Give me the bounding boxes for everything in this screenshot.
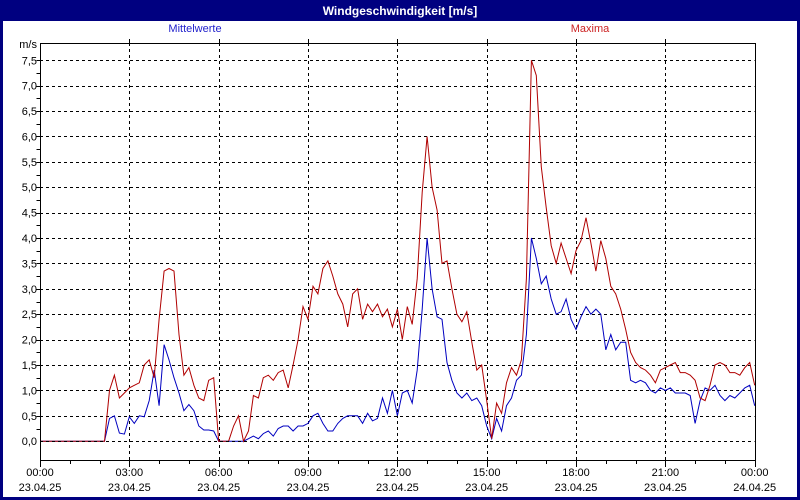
x-tick-time-label: 18:00 (562, 467, 590, 479)
x-tick-time-label: 00:00 (26, 467, 54, 479)
y-tick-label: 1,5 (22, 360, 37, 372)
series-line-mittelwerte (40, 237, 756, 442)
gridlines (40, 43, 755, 460)
x-tick-date-label: 23.04.25 (644, 482, 687, 494)
x-tick-date-label: 23.04.25 (287, 482, 330, 494)
x-tick-time-label: 21:00 (652, 467, 680, 479)
x-tick-time-label: 12:00 (384, 467, 412, 479)
y-tick-label: 0,5 (22, 411, 37, 423)
x-tick-time-label: 00:00 (741, 467, 769, 479)
x-tick-date-label: 23.04.25 (465, 482, 508, 494)
x-tick-date-label: 23.04.25 (376, 482, 419, 494)
x-tick-time-label: 15:00 (473, 467, 501, 479)
x-tick-date-label: 23.04.25 (19, 482, 62, 494)
y-tick-label: 1,0 (22, 385, 37, 397)
y-tick-label: 5,0 (22, 182, 37, 194)
axis-ticks (36, 39, 756, 467)
y-tick-label: 6,0 (22, 132, 37, 144)
x-tick-date-label: 23.04.25 (108, 482, 151, 494)
plot-border (40, 43, 756, 461)
legend-maxima-label: Maxima (570, 23, 610, 35)
y-tick-label: 7,0 (22, 81, 37, 93)
y-tick-label: 2,0 (22, 335, 37, 347)
x-tick-time-label: 03:00 (116, 467, 144, 479)
window-title: Windgeschwindigkeit [m/s] (322, 3, 478, 18)
x-tick-date-label: 23.04.25 (555, 482, 598, 494)
legend-mittelwerte-label: Mittelwerte (168, 23, 222, 35)
y-tick-label: 3,5 (22, 258, 37, 270)
y-axis-unit-label: m/s (19, 39, 37, 51)
y-tick-label: 3,0 (22, 284, 37, 296)
x-tick-date-label: 23.04.25 (197, 482, 240, 494)
y-tick-label: 6,5 (22, 106, 37, 118)
series-line-maxima (40, 60, 756, 443)
title-bar: Windgeschwindigkeit [m/s] (0, 0, 800, 21)
x-tick-date-label: 24.04.25 (733, 482, 776, 494)
y-tick-label: 4,5 (22, 208, 37, 220)
y-tick-label: 0,0 (22, 436, 37, 448)
y-tick-label: 5,5 (22, 157, 37, 169)
x-tick-time-label: 09:00 (294, 467, 322, 479)
y-tick-label: 2,5 (22, 309, 37, 321)
y-tick-label: 4,0 (22, 233, 37, 245)
y-axis-labels: 0,0 0,5 1,0 1,5 2,0 2,5 3,0 3,5 4,0 4,5 5,0 5,5 6,0 6… (19, 39, 37, 448)
y-tick-label: 7,5 (22, 55, 37, 67)
x-tick-time-label: 06:00 (205, 467, 233, 479)
x-axis-labels: 00:00 23.04.25 03:00 23.04.25 06:00 23.04.25 0… (19, 467, 777, 494)
